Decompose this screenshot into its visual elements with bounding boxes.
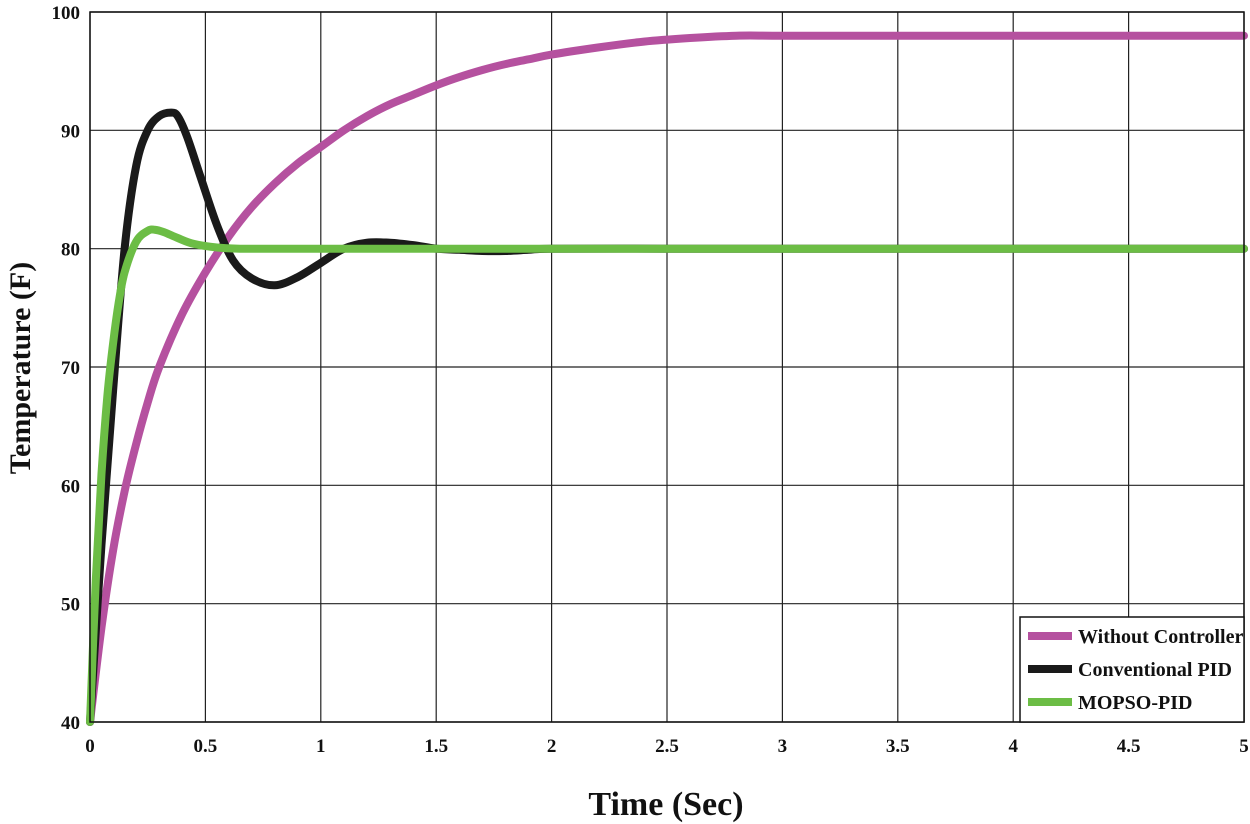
x-tick-label: 3 xyxy=(778,736,788,757)
series-line-without-controller xyxy=(86,31,1248,726)
series-layer xyxy=(86,31,1248,726)
x-tick-label: 1 xyxy=(316,736,326,757)
y-axis-label: Temperature (F) xyxy=(4,262,37,474)
x-tick-label: 3.5 xyxy=(886,736,910,757)
y-tick-label: 50 xyxy=(61,595,80,616)
y-tick-label: 90 xyxy=(61,121,80,142)
x-tick-label: 1.5 xyxy=(424,736,448,757)
x-tick-label: 2 xyxy=(547,736,557,757)
legend-label: MOPSO-PID xyxy=(1078,692,1192,714)
legend-label: Without Controller xyxy=(1078,626,1243,648)
x-tick-label: 2.5 xyxy=(655,736,679,757)
x-tick-label: 4 xyxy=(1008,736,1018,757)
x-tick-label: 4.5 xyxy=(1117,736,1141,757)
legend-label: Conventional PID xyxy=(1078,659,1232,681)
y-tick-label: 60 xyxy=(61,476,80,497)
y-tick-label: 40 xyxy=(61,713,80,734)
x-axis-label: Time (Sec) xyxy=(588,786,743,823)
tick-labels: 0 0.5 1 1.5 2 2.5 3 3.5 4 4.5 5 40 50 60 70 80 90 100 xyxy=(52,3,1249,757)
y-tick-label: 80 xyxy=(61,240,80,261)
legend: Without Controller Conventional PID MOPSO-… xyxy=(1019,616,1245,723)
x-tick-label: 0 xyxy=(85,736,95,757)
y-tick-label: 70 xyxy=(61,358,80,379)
y-tick-label: 100 xyxy=(52,3,81,24)
x-tick-label: 5 xyxy=(1239,736,1249,757)
series-line-mopso-pid xyxy=(86,225,1248,726)
x-tick-label: 0.5 xyxy=(194,736,218,757)
plot-frame xyxy=(89,11,1245,723)
